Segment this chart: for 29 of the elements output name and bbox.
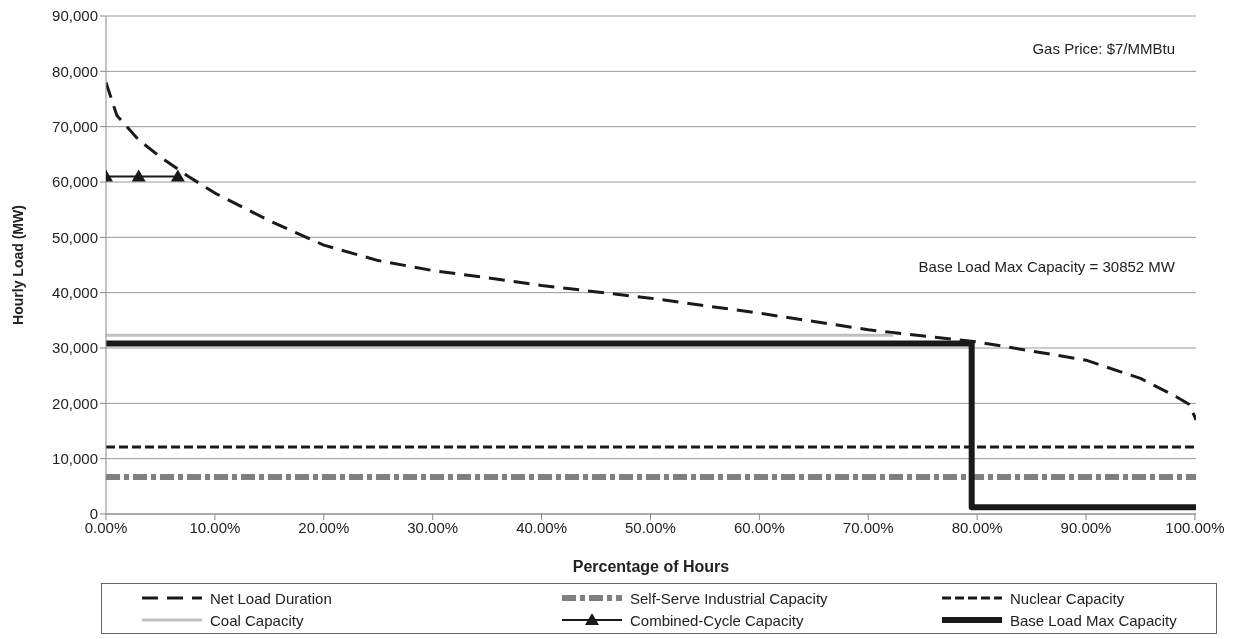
x-tick-label: 90.00%: [1060, 518, 1112, 536]
legend-label: Combined-Cycle Capacity: [630, 611, 804, 629]
x-tick-label: 50.00%: [625, 518, 676, 536]
x-tick-label: 30.00%: [407, 518, 459, 536]
x-tick-label: 100.00%: [1165, 518, 1225, 536]
y-tick-label: 70,000: [52, 117, 98, 135]
y-tick-label: 20,000: [52, 394, 98, 412]
x-tick-label: 80.00%: [951, 518, 1003, 536]
x-tick-label: 10.00%: [189, 518, 241, 536]
annotation: Base Load Max Capacity = 30852 MW: [918, 258, 1175, 275]
y-tick-label: 30,000: [52, 339, 98, 357]
y-tick-label: 90,000: [52, 7, 98, 25]
y-tick-label: 60,000: [52, 173, 98, 191]
legend-label: Self-Serve Industrial Capacity: [630, 589, 828, 607]
legend-label: Coal Capacity: [210, 611, 304, 629]
legend-label: Base Load Max Capacity: [1010, 611, 1177, 629]
legend-label: Nuclear Capacity: [1010, 589, 1125, 607]
x-tick-label: 70.00%: [842, 518, 894, 536]
legend-label: Net Load Duration: [210, 589, 332, 607]
x-axis-title: Percentage of Hours: [572, 558, 730, 575]
y-tick-label: 80,000: [52, 62, 98, 80]
x-tick-label: 40.00%: [516, 518, 567, 536]
y-tick-label: 50,000: [52, 228, 98, 246]
y-tick-label: 40,000: [52, 283, 98, 301]
x-tick-label: 60.00%: [733, 518, 785, 536]
annotation: Gas Price: $7/MMBtu: [1032, 40, 1175, 57]
y-axis-title: Hourly Load (MW): [9, 205, 26, 325]
y-tick-label: 10,000: [52, 449, 98, 467]
x-tick-label: 20.00%: [298, 518, 350, 536]
